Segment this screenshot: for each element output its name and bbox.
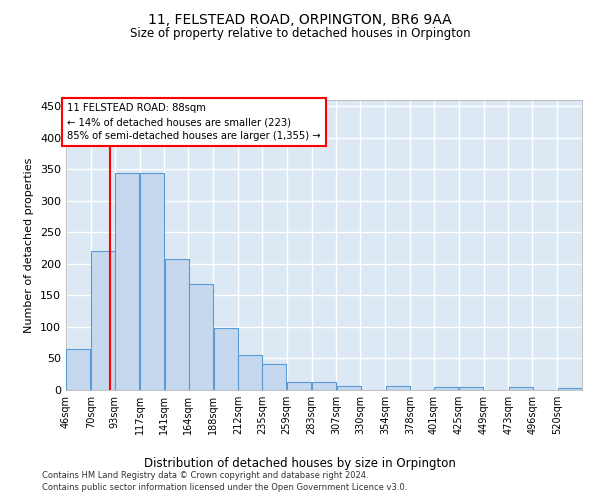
Bar — [165, 259, 189, 390]
Bar — [188, 284, 213, 390]
Bar — [91, 250, 115, 390]
Bar — [67, 349, 91, 390]
Bar — [115, 173, 139, 390]
Bar — [238, 354, 262, 390]
Bar — [214, 328, 238, 390]
Bar — [140, 173, 164, 390]
Text: Distribution of detached houses by size in Orpington: Distribution of detached houses by size … — [144, 458, 456, 470]
Bar — [287, 382, 311, 390]
Text: Size of property relative to detached houses in Orpington: Size of property relative to detached ho… — [130, 28, 470, 40]
Y-axis label: Number of detached properties: Number of detached properties — [25, 158, 34, 332]
Bar — [459, 388, 483, 390]
Text: Contains public sector information licensed under the Open Government Licence v3: Contains public sector information licen… — [42, 484, 407, 492]
Bar — [557, 388, 581, 390]
Bar — [386, 386, 410, 390]
Bar — [337, 386, 361, 390]
Text: 11, FELSTEAD ROAD, ORPINGTON, BR6 9AA: 11, FELSTEAD ROAD, ORPINGTON, BR6 9AA — [148, 12, 452, 26]
Text: 11 FELSTEAD ROAD: 88sqm
← 14% of detached houses are smaller (223)
85% of semi-d: 11 FELSTEAD ROAD: 88sqm ← 14% of detache… — [67, 103, 320, 141]
Bar — [312, 382, 336, 390]
Bar — [509, 387, 533, 390]
Bar — [434, 387, 458, 390]
Bar — [262, 364, 286, 390]
Text: Contains HM Land Registry data © Crown copyright and database right 2024.: Contains HM Land Registry data © Crown c… — [42, 471, 368, 480]
